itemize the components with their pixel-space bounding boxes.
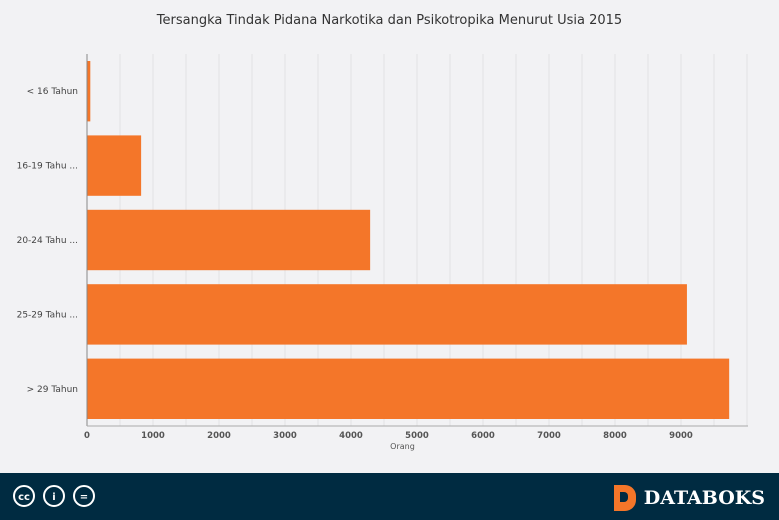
x-tick-label: 0 — [84, 431, 90, 441]
chart-title: Tersangka Tindak Pidana Narkotika dan Ps… — [156, 13, 623, 28]
brand-name: DATABOKS — [643, 487, 765, 509]
category-label: 25-29 Tahu ... — [17, 310, 78, 320]
bar — [87, 61, 91, 122]
bar — [87, 209, 371, 271]
nd-icon[interactable]: = — [73, 485, 95, 507]
footer: cc i = DATABOKS — [0, 473, 779, 520]
x-tick-label: 8000 — [603, 431, 627, 441]
x-tick-label: 1000 — [141, 431, 165, 441]
x-tick-label: 2000 — [207, 431, 231, 441]
by-icon[interactable]: i — [43, 485, 65, 507]
x-tick-label: 3000 — [273, 431, 297, 441]
category-label: < 16 Tahun — [27, 87, 78, 97]
bar-chart: < 16 Tahun 16-19 Tahu ... 20-24 Tahu ... 25… — [17, 54, 748, 451]
category-label: > 29 Tahun — [27, 385, 78, 395]
x-tick-label: 6000 — [471, 431, 495, 441]
x-axis-label: Orang — [390, 442, 415, 451]
category-label: 20-24 Tahu ... — [17, 236, 78, 246]
x-tick-label: 4000 — [339, 431, 363, 441]
category-label: 16-19 Tahu ... — [17, 162, 78, 172]
databoks-logo[interactable]: DATABOKS — [613, 485, 765, 511]
x-tick-label: 5000 — [405, 431, 429, 441]
bar — [87, 135, 142, 196]
bar — [87, 358, 730, 419]
databoks-d-icon — [613, 485, 636, 511]
bar — [87, 284, 687, 345]
x-tick-label: 7000 — [537, 431, 561, 441]
x-tick-label: 9000 — [669, 431, 693, 441]
cc-icon[interactable]: cc — [13, 485, 35, 507]
